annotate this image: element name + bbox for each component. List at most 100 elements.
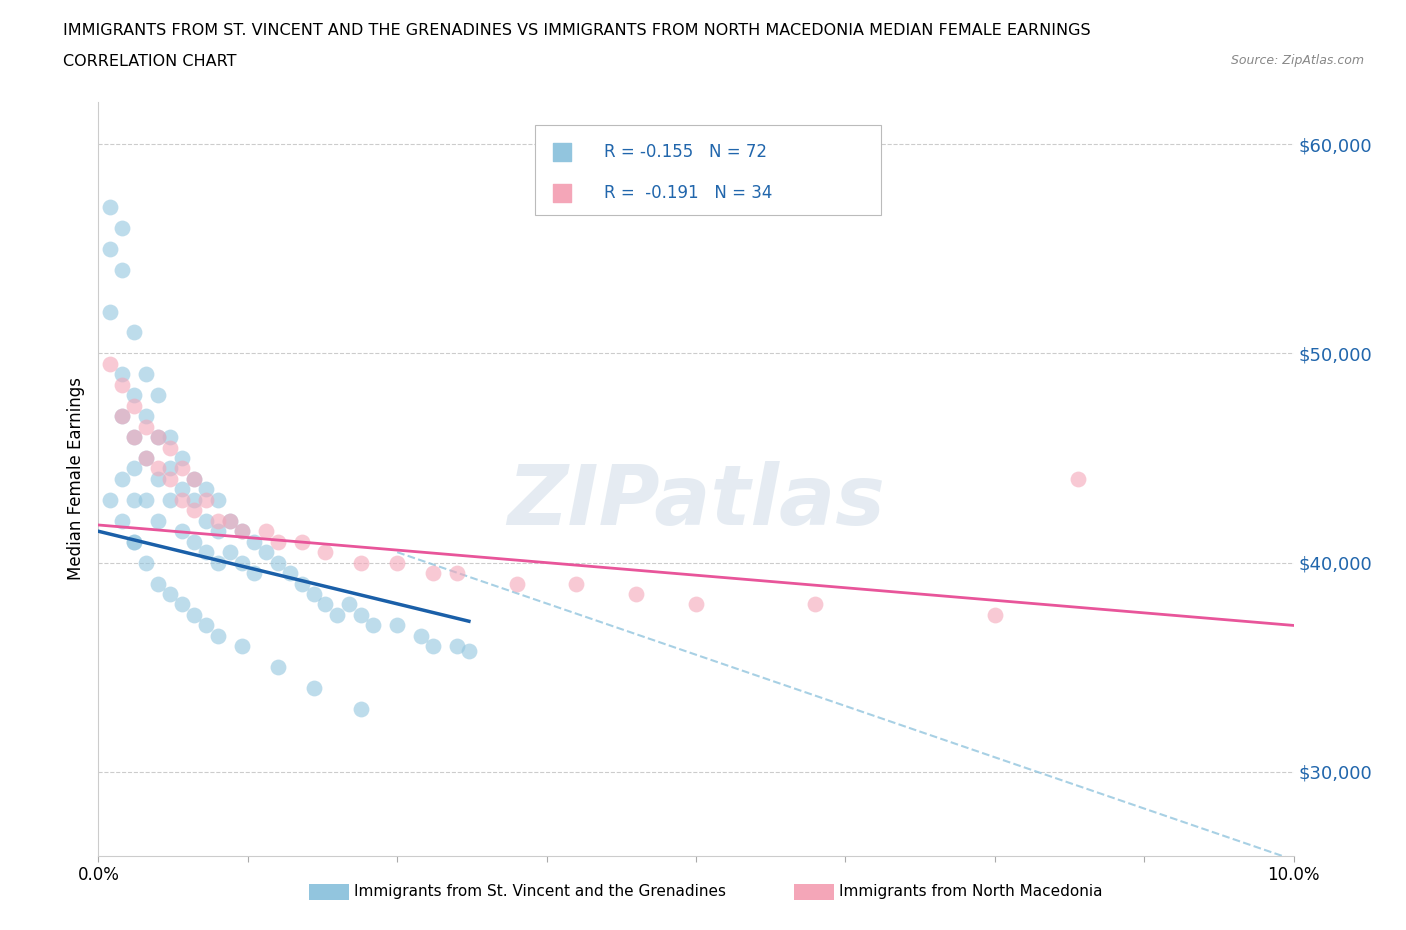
Point: [243, 534, 266, 549]
Point: [302, 681, 325, 696]
Point: [267, 659, 290, 674]
Point: [124, 430, 146, 445]
Point: [183, 503, 205, 518]
Point: [111, 513, 134, 528]
Point: [315, 597, 337, 612]
Text: IMMIGRANTS FROM ST. VINCENT AND THE GRENADINES VS IMMIGRANTS FROM NORTH MACEDONI: IMMIGRANTS FROM ST. VINCENT AND THE GREN…: [63, 23, 1091, 38]
Point: [183, 607, 205, 622]
Point: [148, 472, 170, 486]
Point: [267, 555, 290, 570]
Point: [219, 513, 242, 528]
Point: [207, 492, 229, 507]
Point: [98, 199, 122, 214]
Point: [339, 597, 361, 612]
Point: [350, 607, 373, 622]
Point: [195, 513, 218, 528]
Point: [135, 366, 157, 381]
Point: [411, 629, 433, 644]
Text: Source: ZipAtlas.com: Source: ZipAtlas.com: [1230, 54, 1364, 67]
Point: [231, 524, 253, 538]
Point: [385, 618, 409, 632]
Point: [207, 555, 229, 570]
Point: [422, 565, 444, 580]
Point: [385, 555, 409, 570]
Point: [148, 513, 170, 528]
Point: [506, 576, 529, 591]
Point: [135, 450, 157, 465]
Point: [124, 388, 146, 403]
Text: Immigrants from North Macedonia: Immigrants from North Macedonia: [839, 884, 1102, 899]
Point: [302, 587, 325, 602]
Point: [195, 545, 218, 560]
Point: [159, 472, 181, 486]
Point: [326, 607, 349, 622]
Point: [267, 534, 290, 549]
Point: [135, 555, 157, 570]
Point: [124, 430, 146, 445]
Point: [148, 461, 170, 476]
Point: [446, 565, 468, 580]
Point: [124, 534, 146, 549]
Point: [422, 639, 444, 654]
Point: [98, 356, 122, 371]
Point: [172, 482, 194, 497]
Point: [231, 639, 253, 654]
Point: [159, 587, 181, 602]
Text: ZIPatlas: ZIPatlas: [508, 461, 884, 542]
Text: CORRELATION CHART: CORRELATION CHART: [63, 54, 236, 69]
Point: [458, 643, 481, 658]
Point: [565, 576, 588, 591]
Point: [148, 388, 170, 403]
Y-axis label: Median Female Earnings: Median Female Earnings: [66, 378, 84, 580]
Point: [1067, 472, 1090, 486]
Point: [124, 534, 146, 549]
Point: [363, 618, 385, 632]
Point: [124, 461, 146, 476]
Point: [219, 545, 242, 560]
Point: [98, 304, 122, 319]
Text: R =  -0.191   N = 34: R = -0.191 N = 34: [605, 184, 772, 203]
Point: [984, 607, 1007, 622]
Point: [124, 492, 146, 507]
Point: [148, 430, 170, 445]
Point: [207, 629, 229, 644]
Point: [159, 492, 181, 507]
Point: [350, 701, 373, 716]
Point: [195, 618, 218, 632]
Point: [231, 524, 253, 538]
Point: [231, 555, 253, 570]
Point: [685, 597, 707, 612]
Point: [124, 325, 146, 339]
Point: [135, 419, 157, 434]
Point: [254, 545, 277, 560]
Point: [172, 461, 194, 476]
Point: [172, 524, 194, 538]
Point: [315, 545, 337, 560]
Point: [111, 378, 134, 392]
Point: [183, 534, 205, 549]
Point: [172, 450, 194, 465]
Point: [207, 524, 229, 538]
Point: [98, 492, 122, 507]
Point: [291, 534, 314, 549]
Point: [111, 262, 134, 277]
Point: [243, 565, 266, 580]
Point: [148, 576, 170, 591]
Point: [159, 440, 181, 455]
Point: [291, 576, 314, 591]
Point: [111, 408, 134, 423]
Point: [626, 587, 648, 602]
Point: [135, 450, 157, 465]
Point: [219, 513, 242, 528]
Point: [183, 472, 205, 486]
Point: [111, 366, 134, 381]
FancyBboxPatch shape: [534, 125, 882, 216]
Point: [135, 492, 157, 507]
Point: [148, 430, 170, 445]
Point: [195, 492, 218, 507]
Point: [183, 492, 205, 507]
Point: [207, 513, 229, 528]
Point: [159, 430, 181, 445]
Point: [195, 482, 218, 497]
Text: Immigrants from St. Vincent and the Grenadines: Immigrants from St. Vincent and the Gren…: [354, 884, 727, 899]
